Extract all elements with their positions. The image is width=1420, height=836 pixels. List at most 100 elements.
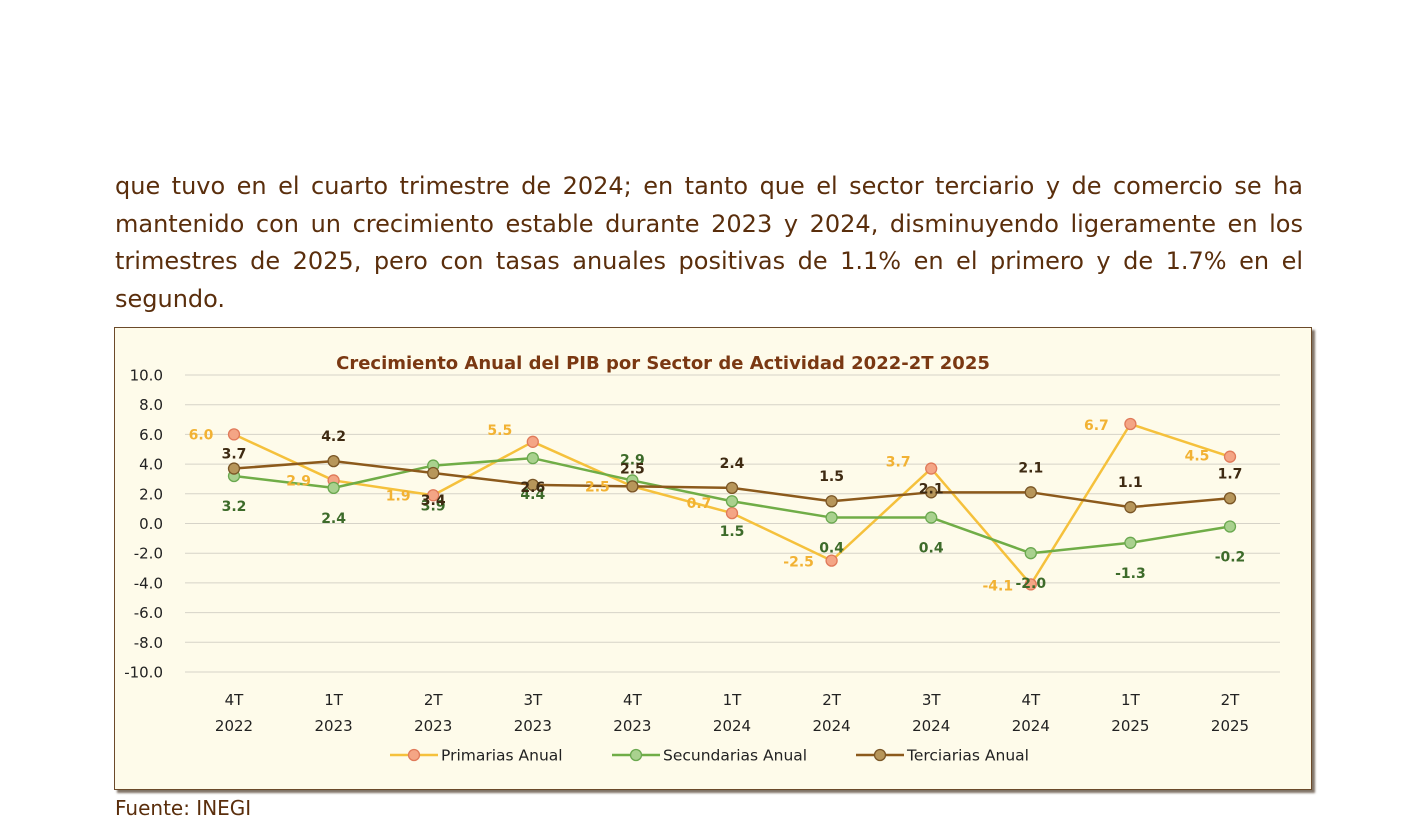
data-point-1 [327,481,340,495]
data-label-0: 0.7 [687,496,712,512]
legend-label-0: Primarias Anual [441,747,563,765]
data-label-1: -2.0 [1015,576,1046,592]
data-label-1: -0.2 [1215,549,1246,565]
x-tick-label: 2025 [1211,717,1249,735]
data-point-0 [427,489,440,502]
x-tick-label: 2023 [315,717,353,735]
data-label-0: -2.5 [783,555,814,571]
x-tick-label: 2024 [813,717,851,735]
x-tick-label: 3T [523,691,543,709]
data-label-0: 3.7 [886,455,911,471]
data-label-2: 1.5 [819,469,844,485]
y-tick-label: -8.0 [134,634,163,652]
x-tick-label: 2023 [414,717,452,735]
data-point-0 [526,435,539,448]
data-point-2 [825,495,838,508]
data-point-2 [327,454,340,468]
x-tick-label: 3T [922,691,942,709]
data-point-2 [725,481,739,495]
y-tick-label: 8.0 [139,396,163,414]
data-point-1 [1024,547,1037,560]
data-label-2: 2.1 [919,481,944,497]
data-label-2: 1.1 [1118,475,1143,491]
data-label-2: 2.1 [1018,460,1043,476]
y-tick-label: -6.0 [134,604,163,622]
data-label-0: 1.9 [386,488,411,504]
data-label-0: 2.9 [286,473,311,489]
y-tick-label: 10.0 [130,367,163,385]
data-point-0 [1223,450,1237,463]
data-label-1: 0.4 [919,541,944,557]
x-tick-label: 4T [225,691,245,709]
y-tick-label: 6.0 [139,426,163,444]
data-label-0: 6.0 [189,427,214,443]
data-label-2: 3.4 [421,493,446,509]
x-tick-label: 1T [723,691,743,709]
source-note: Fuente: INEGI [115,796,252,820]
x-tick-label: 2024 [1012,717,1050,735]
data-label-0: 4.5 [1185,449,1210,465]
data-point-1 [1223,520,1237,533]
data-label-2: 2.4 [720,456,745,472]
x-tick-label: 2T [424,691,444,709]
data-point-2 [1124,501,1137,514]
data-point-2 [227,462,241,475]
x-tick-label: 4T [1021,691,1041,709]
data-label-1: 3.2 [222,499,247,515]
y-tick-label: -10.0 [124,664,163,682]
paragraph-text: que tuvo en el cuarto trimestre de 2024;… [115,172,1303,313]
data-point-0 [1024,578,1037,591]
data-label-2: 1.7 [1218,466,1243,482]
data-label-0: 5.5 [487,423,512,439]
data-point-1 [526,452,539,465]
data-label-1: -1.3 [1115,566,1146,582]
legend-marker-2 [873,748,887,762]
body-paragraph: que tuvo en el cuarto trimestre de 2024;… [115,168,1303,318]
x-tick-label: 1T [324,691,344,709]
x-tick-label: 2023 [514,717,552,735]
data-point-2 [1024,486,1037,499]
data-point-2 [526,478,539,492]
data-point-0 [825,554,838,567]
chart-title: Crecimiento Anual del PIB por Sector de … [336,353,990,374]
data-label-2: 4.2 [321,429,346,445]
data-label-1: 4.4 [520,487,545,503]
y-tick-label: 0.0 [139,515,163,533]
x-tick-label: 2022 [215,717,253,735]
data-point-0 [725,506,739,520]
x-tick-label: 2023 [613,717,651,735]
chart-container: Crecimiento Anual del PIB por Sector de … [114,327,1312,790]
legend-marker-0 [407,748,421,762]
data-point-2 [925,486,938,499]
x-tick-label: 2024 [912,717,950,735]
x-tick-label: 1T [1121,691,1141,709]
y-tick-label: 2.0 [139,485,163,503]
data-label-0: -4.1 [982,578,1013,594]
data-point-0 [227,428,241,441]
data-point-0 [925,462,938,475]
data-point-1 [1124,536,1137,549]
legend-marker-1 [629,748,643,762]
data-point-1 [725,495,739,508]
data-label-2: 2.5 [620,461,645,477]
data-label-0: 2.5 [585,479,610,495]
x-tick-label: 4T [623,691,643,709]
data-point-1 [925,511,938,524]
data-label-2: 3.7 [222,447,247,463]
data-label-0: 6.7 [1084,418,1109,434]
data-label-1: 2.9 [620,452,645,468]
legend-label-1: Secundarias Anual [663,747,807,765]
data-point-2 [1223,492,1237,505]
data-label-2: 2.6 [520,480,545,496]
data-label-1: 3.9 [421,499,446,515]
data-label-1: 0.4 [819,541,844,557]
data-point-2 [626,480,639,493]
legend-label-2: Terciarias Anual [906,747,1029,765]
x-tick-label: 2025 [1111,717,1149,735]
data-point-2 [427,466,440,480]
y-tick-label: 4.0 [139,456,163,474]
data-label-1: 1.5 [720,524,745,540]
x-tick-label: 2024 [713,717,751,735]
x-tick-label: 2T [822,691,842,709]
x-tick-label: 2T [1221,691,1241,709]
